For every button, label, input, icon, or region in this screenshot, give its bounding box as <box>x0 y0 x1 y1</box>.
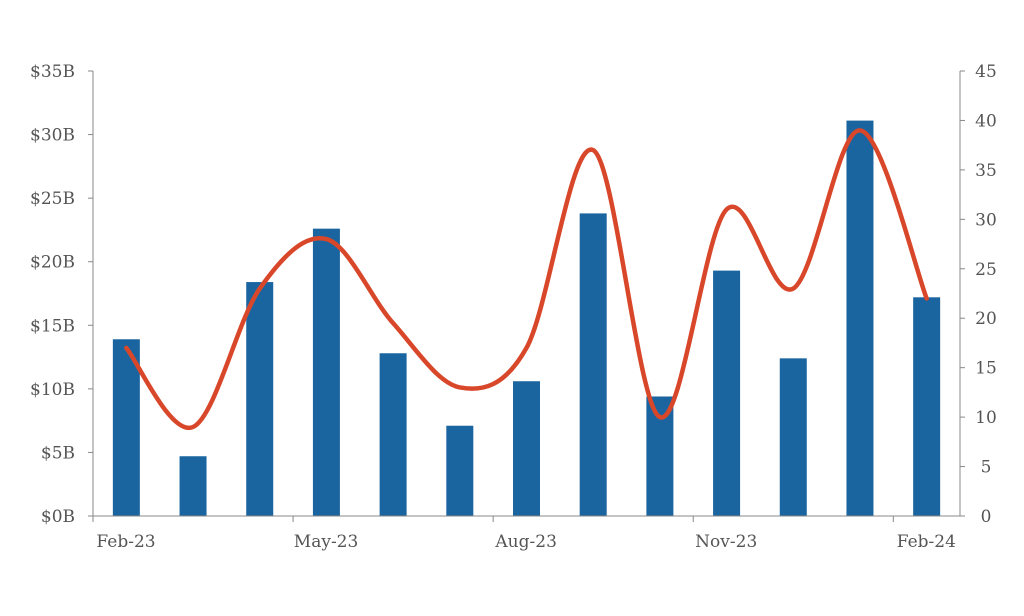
right-tick-label: 15 <box>975 359 997 379</box>
bar-Oct-23 <box>646 396 674 516</box>
bar-Nov-23 <box>713 270 741 516</box>
bar-Jan-24 <box>846 120 874 516</box>
bar-Feb-24 <box>913 297 941 516</box>
axes: $0B $5B $10B $15B $20B $25B $30B $35B 0 5 10 15 20 2… <box>30 62 997 552</box>
x-axis-ticks: Feb-23 May-23 Aug-23 Nov-23 Feb-24 <box>92 516 956 552</box>
x-tick-label: Aug-23 <box>494 532 556 552</box>
right-tick-label: 5 <box>981 458 992 478</box>
bar-May-23 <box>312 228 340 516</box>
left-tick-label: $0B <box>41 507 75 527</box>
left-tick-label: $15B <box>30 316 75 336</box>
left-tick-label: $30B <box>30 126 75 146</box>
line-series <box>124 128 929 431</box>
right-tick-label: 0 <box>981 507 992 527</box>
left-tick-label: $20B <box>30 253 75 273</box>
bar-Mar-23 <box>179 456 207 516</box>
left-tick-label: $25B <box>30 189 75 209</box>
right-y-axis-ticks: 0 5 10 15 20 25 30 35 40 45 <box>960 62 997 527</box>
right-tick-label: 40 <box>975 111 997 131</box>
right-tick-label: 45 <box>975 62 997 82</box>
bar-Sep-23 <box>579 213 607 516</box>
left-tick-label: $5B <box>41 443 75 463</box>
right-tick-label: 35 <box>975 161 997 181</box>
x-tick-label: Feb-24 <box>897 532 956 552</box>
right-tick-label: 20 <box>975 309 997 329</box>
bar-Jun-23 <box>379 353 407 516</box>
bar-series <box>112 120 941 516</box>
x-tick-label: Nov-23 <box>695 532 757 552</box>
bar-Dec-23 <box>779 358 807 516</box>
right-tick-label: 25 <box>975 260 997 280</box>
bar-Jul-23 <box>446 425 474 516</box>
bar-Aug-23 <box>513 381 540 516</box>
left-tick-label: $10B <box>30 380 75 400</box>
left-y-axis-ticks: $0B $5B $10B $15B $20B $25B $30B $35B <box>30 62 93 527</box>
right-tick-label: 30 <box>975 210 997 230</box>
bar-Feb-23 <box>112 339 140 516</box>
x-tick-label: May-23 <box>294 532 359 552</box>
x-tick-label: Feb-23 <box>96 532 155 552</box>
bar-Apr-23 <box>246 282 274 516</box>
left-tick-label: $35B <box>30 62 75 82</box>
right-tick-label: 10 <box>975 408 997 428</box>
